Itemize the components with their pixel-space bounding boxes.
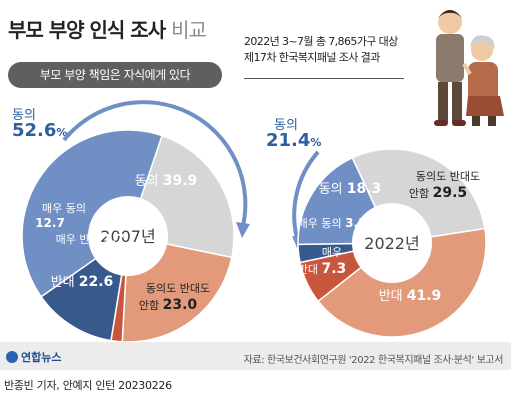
pie-slice <box>21 129 164 298</box>
slice-label: 동의 39.9 <box>135 173 198 189</box>
slice-label: 반대 41.9 <box>379 288 442 304</box>
source-note: 자료: 한국보건사회연구원 '2022 한국복지패널 조사·분석' 보고서 <box>243 355 504 366</box>
survey-note-line1: 2022년 3~7월 총 7,865가구 대상 <box>244 35 398 48</box>
slice-label: 매우 동의 12.7 <box>35 202 86 230</box>
survey-note-line2: 제17차 한국복지패널 조사 결과 <box>244 51 380 64</box>
chart-year-label: 2022년 <box>364 234 419 253</box>
slice-label: 매우 동의 3.1 <box>298 216 367 230</box>
left-agree-value: 52.6% <box>12 120 68 141</box>
slice-label: 동의도 반대도 안함 29.5 <box>409 170 480 201</box>
question-banner: 부모 부양 책임은 자식에게 있다 <box>8 62 222 88</box>
donut-hole <box>352 203 432 283</box>
left-agree-arc <box>62 100 248 231</box>
right-agree-value: 21.4% <box>266 130 322 151</box>
note-underline <box>244 78 404 79</box>
slice-label: 반대 22.6 <box>51 274 114 290</box>
slice-label: 동의도 반대도 안함 23.0 <box>139 282 210 313</box>
chart-year-label: 2007년 <box>100 227 155 246</box>
donut-hole <box>88 196 168 276</box>
logo-mark-icon <box>6 351 18 363</box>
slice-label: 매우 반대 7.3 <box>298 246 347 277</box>
slice-label: 매우 반대 1.7 <box>56 232 125 246</box>
byline: 반종빈 기자, 안예지 인턴 20230226 <box>4 379 172 392</box>
agency-logo: 연합뉴스 <box>6 349 61 365</box>
survey-note: 2022년 3~7월 총 7,865가구 대상 제17차 한국복지패널 조사 결… <box>244 34 398 66</box>
slice-label: 동의 18.3 <box>319 181 382 197</box>
left-agree-label: 동의 <box>12 108 36 123</box>
elderly-couple-illustration <box>434 10 504 126</box>
right-agree-arc <box>292 150 320 243</box>
right-agree-label: 동의 <box>274 118 298 133</box>
left-arc-arrowhead <box>236 222 250 238</box>
footer-bar <box>0 342 511 370</box>
pie-slice <box>317 227 487 338</box>
page-title: 부모 부양 인식 조사 비교 <box>8 18 207 42</box>
